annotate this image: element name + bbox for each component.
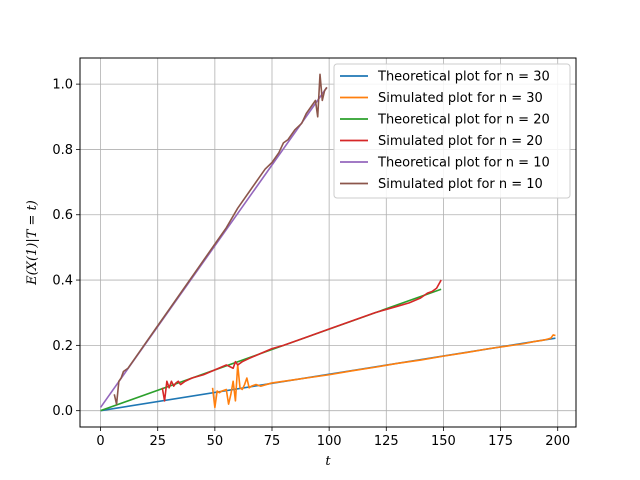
x-tick-label: 125: [374, 434, 399, 449]
y-axis-label: E(X(1)|T = t): [25, 200, 40, 286]
plot-frame: [79, 57, 577, 428]
series-line-3: [161, 279, 442, 402]
y-tick-label: 0.6: [52, 208, 73, 223]
y-tick-label: 0.4: [52, 274, 73, 289]
legend-entry: Simulated plot for n = 30: [378, 91, 543, 106]
series-layer: [99, 73, 556, 412]
y-tick-label: 1.0: [52, 78, 73, 93]
y-tick-label: 0.0: [52, 404, 73, 419]
legend-entry: Theoretical plot for n = 30: [377, 70, 550, 85]
legend-entry: Simulated plot for n = 20: [378, 134, 543, 149]
legend-box: [333, 63, 571, 199]
legend-entry: Theoretical plot for n = 10: [377, 156, 550, 171]
x-tick-label: 50: [207, 434, 224, 449]
x-tick-label: 175: [488, 434, 513, 449]
x-tick-label: 150: [431, 434, 456, 449]
legend: Theoretical plot for n = 30 Simulated plo…: [333, 63, 571, 199]
legend-entry: Simulated plot for n = 10: [378, 177, 543, 192]
series-line-5: [113, 73, 328, 405]
x-tick-label: 100: [317, 434, 342, 449]
series-line-1: [211, 334, 556, 409]
x-axis-label: t: [325, 454, 331, 469]
x-axis-ticks: 0 25 50 75 100 125 150 175 200: [96, 427, 570, 449]
y-tick-label: 0.2: [52, 339, 73, 354]
x-tick-label: 0: [96, 434, 104, 449]
x-tick-label: 25: [149, 434, 166, 449]
x-tick-label: 200: [545, 434, 570, 449]
y-axis-ticks: 0.0 0.2 0.4 0.6 0.8 1.0: [52, 78, 80, 419]
legend-entry: Theoretical plot for n = 20: [377, 113, 550, 128]
x-tick-label: 75: [264, 434, 281, 449]
y-tick-label: 0.8: [52, 143, 73, 158]
